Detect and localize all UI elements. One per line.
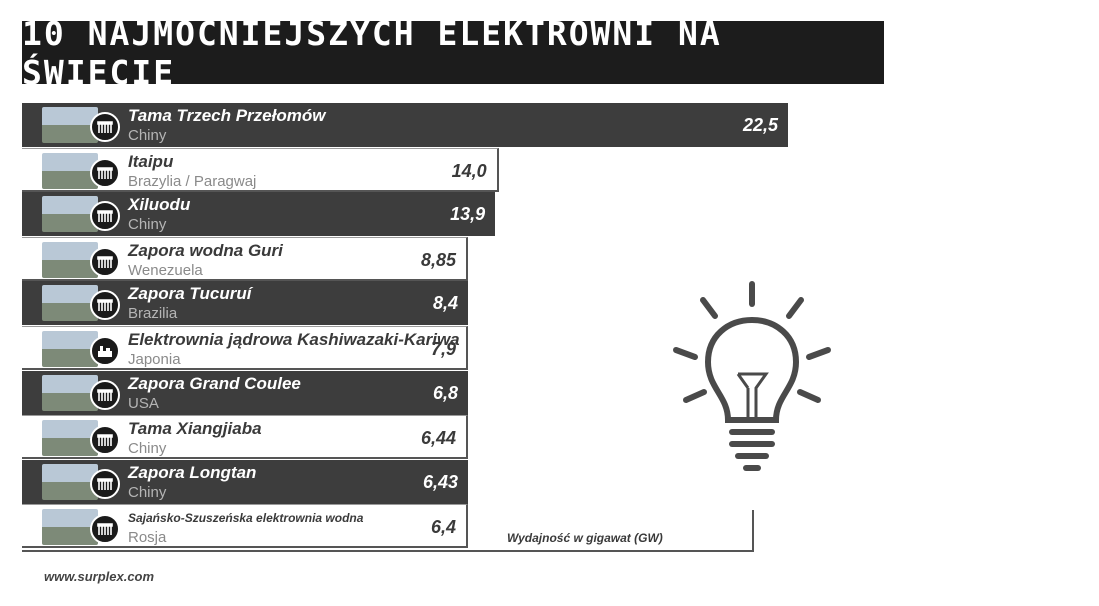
dam-icon bbox=[90, 379, 120, 410]
plant-name: Tama Xiangjiaba bbox=[128, 419, 262, 439]
bar-2: Itaipu Brazylia / Paragwaj 14,0 bbox=[22, 147, 499, 192]
bar-value-label: 22,5 bbox=[742, 115, 778, 135]
plant-country: Japonia bbox=[128, 351, 181, 368]
chart-title: 10 NAJMOCNIEJSZYCH ELEKTROWNI NA ŚWIECIE bbox=[22, 13, 722, 92]
plant-name: Xiluodu bbox=[128, 195, 191, 215]
plant-photo bbox=[42, 463, 98, 500]
bar-value-label: 6,44 bbox=[420, 428, 456, 449]
plant-name: Elektrownia jądrowa Kashiwazaki-Kariwa bbox=[128, 330, 460, 349]
bar-value-label: 6,8 bbox=[432, 382, 458, 403]
plant-photo bbox=[42, 374, 98, 411]
bar-8: Tama Xiangjiaba Chiny 6,44 bbox=[22, 415, 468, 460]
plant-country: Chiny bbox=[128, 127, 167, 144]
dam-icon bbox=[90, 468, 120, 499]
plant-country: Wenezuela bbox=[128, 261, 203, 279]
lightbulb-icon bbox=[673, 281, 831, 471]
plant-name: Itaipu bbox=[128, 151, 174, 171]
bar-5: Zapora Tucuruí Brazilia 8,4 bbox=[22, 281, 468, 326]
bar-value-label: 8,85 bbox=[420, 249, 456, 270]
plant-country: Chiny bbox=[128, 440, 167, 458]
bar-value-label: 6,4 bbox=[430, 517, 456, 538]
plant-photo bbox=[42, 285, 98, 322]
plant-name: Zapora Tucuruí bbox=[128, 284, 252, 304]
bar-4: Zapora wodna Guri Wenezuela 8,85 bbox=[22, 236, 468, 281]
plant-photo bbox=[42, 509, 98, 546]
plant-name: Zapora wodna Guri bbox=[128, 240, 283, 260]
plant-country: Brazilia bbox=[128, 305, 178, 323]
bar-value-label: 7,9 bbox=[430, 339, 456, 359]
dam-icon bbox=[90, 112, 120, 142]
bar-value-label: 13,9 bbox=[450, 204, 486, 225]
plant-photo bbox=[42, 331, 98, 367]
dam-icon bbox=[90, 246, 120, 277]
dam-icon bbox=[90, 425, 120, 456]
nuclear-plant-icon bbox=[90, 336, 120, 366]
bar-3: Xiluodu Chiny 13,9 bbox=[22, 192, 496, 237]
plant-country: Rosja bbox=[128, 529, 167, 547]
axis-baseline bbox=[22, 550, 754, 552]
bar-value-label: 6,43 bbox=[422, 471, 458, 492]
dam-icon bbox=[90, 157, 120, 188]
plant-country: Chiny bbox=[128, 216, 167, 234]
plant-country: Chiny bbox=[128, 483, 167, 501]
dam-icon bbox=[90, 290, 120, 321]
bar-10: Sajańsko-Szuszeńska elektrownia wodna Ros… bbox=[22, 504, 468, 549]
plant-name: Zapora Longtan bbox=[128, 462, 257, 482]
source-url: www.surplex.com bbox=[44, 569, 155, 584]
bar-1: Tama Trzech Przełomów Chiny 22,5 bbox=[22, 103, 788, 147]
bar-7: Zapora Grand Coulee USA 6,8 bbox=[22, 370, 468, 415]
dam-icon bbox=[90, 201, 120, 232]
plant-name: Tama Trzech Przełomów bbox=[128, 106, 326, 125]
bar-value-label: 14,0 bbox=[451, 160, 487, 181]
unit-label: Wydajność w gigawat (GW) bbox=[507, 531, 663, 545]
plant-photo bbox=[42, 420, 98, 457]
plant-name: Zapora Grand Coulee bbox=[128, 373, 301, 393]
plant-photo bbox=[42, 152, 98, 189]
bar-9: Zapora Longtan Chiny 6,43 bbox=[22, 459, 468, 504]
chart-title-bar: 10 NAJMOCNIEJSZYCH ELEKTROWNI NA ŚWIECIE bbox=[22, 14, 884, 92]
plant-photo bbox=[42, 107, 98, 143]
bar-value-label: 8,4 bbox=[432, 293, 458, 314]
plant-photo bbox=[42, 196, 98, 233]
dam-icon bbox=[90, 514, 120, 545]
plant-country: USA bbox=[128, 394, 159, 412]
plant-country: Brazylia / Paragwaj bbox=[128, 172, 257, 190]
plant-photo bbox=[42, 241, 98, 278]
plant-name: Sajańsko-Szuszeńska elektrownia wodna bbox=[128, 511, 364, 526]
axis-vertical-line bbox=[752, 510, 754, 552]
bar-6: Elektrownia jądrowa Kashiwazaki-Kariwa Ja… bbox=[22, 326, 468, 370]
